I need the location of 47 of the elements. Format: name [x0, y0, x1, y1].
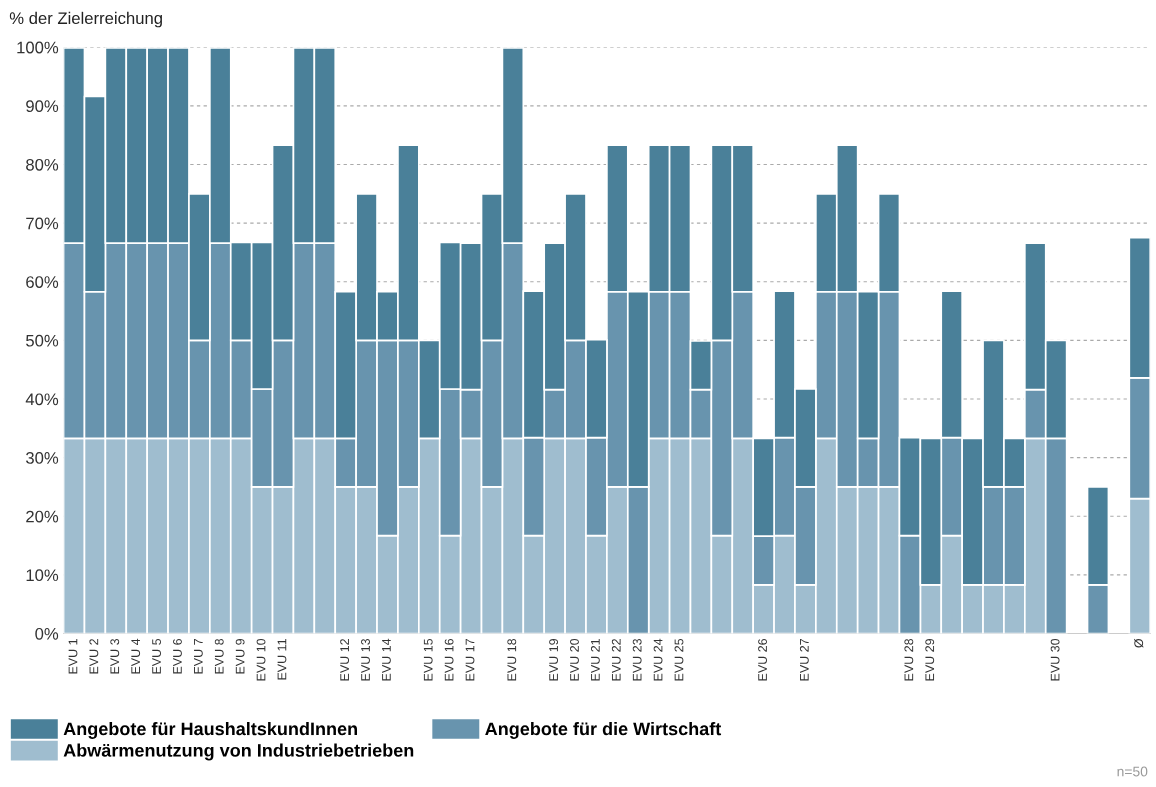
y-tick-label: 90%: [26, 100, 59, 113]
x-tick-label: EVU 19: [549, 638, 559, 681]
x-tick-label: EVU 16: [444, 638, 454, 681]
y-tick-label: 10%: [26, 569, 59, 582]
x-tick-label: EVU 21: [590, 639, 600, 681]
x-tick-label: EVU 28: [904, 638, 914, 681]
x-tick-label: EVU 12: [340, 639, 350, 681]
x-tick-label: EVU 5: [152, 638, 161, 674]
x-tick-label: EVU 4: [131, 638, 141, 674]
x-tick-label: Ø: [1134, 638, 1144, 648]
x-tick-label: EVU 20: [570, 638, 579, 681]
x-tick-label: EVU 14: [382, 638, 391, 681]
x-tick-label: EVU 11: [277, 639, 287, 680]
legend-label: Angebote für HaushaltskundInnen: [63, 722, 357, 739]
x-tick-label: EVU 17: [465, 639, 475, 681]
x-tick-label: EVU 6: [173, 638, 182, 674]
legend-label: Abwärmenutzung von Industriebetrieben: [63, 743, 414, 761]
y-tick-label: 50%: [26, 334, 59, 347]
y-tick-label: 40%: [25, 393, 59, 406]
x-tick-label: EVU 10: [256, 638, 266, 681]
y-tick-label: 100%: [17, 41, 59, 54]
y-tick-label: 20%: [26, 510, 59, 523]
x-tick-label: EVU 27: [799, 639, 809, 681]
text: n=50: [1117, 766, 1148, 777]
y-tick-label: 60%: [26, 276, 59, 288]
x-tick-label: EVU 9: [235, 638, 245, 674]
x-tick-label: EVU 25: [674, 638, 684, 681]
x-tick-label: EVU 2: [89, 639, 99, 674]
legend-label: Angebote für die Wirtschaft: [485, 722, 722, 739]
x-tick-label: EVU 7: [194, 639, 203, 674]
x-tick-label: EVU 29: [925, 638, 935, 681]
x-tick-label: EVU 24: [653, 638, 663, 681]
x-tick-label: EVU 13: [361, 638, 370, 681]
x-tick-label: EVU 8: [214, 638, 224, 674]
y-axis-title: % der Zielerreichung: [9, 11, 162, 28]
x-tick-label: EVU 23: [632, 638, 642, 681]
x-tick-label: EVU 15: [423, 638, 433, 681]
x-tick-label: EVU 22: [611, 639, 621, 681]
y-tick-label: 70%: [26, 217, 59, 230]
y-tick-label: 0%: [35, 627, 59, 640]
x-tick-label: EVU 1: [68, 639, 78, 674]
x-tick-label: EVU 26: [758, 638, 767, 681]
y-tick-label: 80%: [26, 158, 59, 171]
y-tick-label: 30%: [26, 452, 59, 464]
x-tick-label: EVU 3: [110, 638, 120, 674]
x-tick-label: EVU 18: [507, 638, 517, 681]
x-tick-label: EVU 30: [1050, 638, 1060, 681]
